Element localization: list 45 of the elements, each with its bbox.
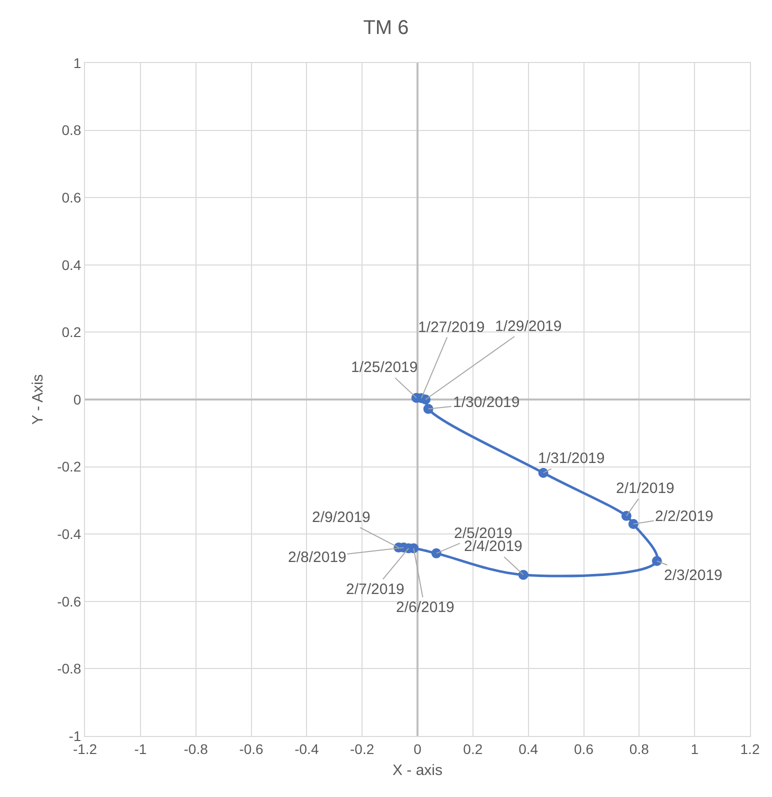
annotation: 2/8/2019	[288, 549, 346, 566]
point	[431, 548, 442, 558]
y-tick-label: 1	[73, 54, 82, 71]
x-tick-label: -0.2	[350, 740, 374, 757]
y-tick-label: 0.6	[62, 190, 82, 206]
point	[538, 468, 548, 478]
point	[423, 404, 434, 414]
annotation: 2/1/2019	[616, 480, 674, 497]
annotation: 2/2/2019	[655, 508, 714, 525]
y-tick-label: 0.2	[62, 324, 82, 340]
x-axis-title: X - axis	[392, 762, 443, 779]
y-tick-label: -0.8	[57, 660, 82, 677]
chart-title: TM 6	[363, 16, 409, 39]
x-tick-label: -0.8	[184, 740, 208, 757]
x-tick-label: 0.2	[463, 740, 483, 757]
x-tick-label: 1	[690, 740, 699, 757]
annotation: 1/25/2019	[351, 359, 418, 376]
x-tick-label: -1	[134, 740, 147, 757]
x-tick-label: -0.4	[294, 740, 319, 757]
annotation: 2/4/2019	[464, 538, 522, 555]
annotation: 2/9/2019	[312, 509, 370, 526]
annotation: 1/31/2019	[538, 450, 605, 467]
y-tick-label: 0.8	[62, 122, 82, 138]
y-tick-label: 0	[73, 391, 82, 408]
point	[518, 570, 528, 580]
x-tick-label: 0.4	[518, 740, 538, 757]
point	[628, 519, 638, 530]
y-axis-title: Y - Axis	[29, 374, 46, 425]
x-tick-label: 1.2	[740, 740, 760, 757]
x-tick-label: -0.6	[239, 740, 264, 757]
annotation: 1/29/2019	[495, 318, 562, 335]
annotation: 1/30/2019	[453, 394, 520, 411]
point	[652, 556, 662, 566]
annotation: 2/3/2019	[664, 567, 722, 584]
x-tick-label: 0	[414, 740, 422, 757]
annotation: 1/27/2019	[418, 319, 485, 336]
y-tick-label: 0.4	[62, 256, 82, 273]
y-tick-label: -0.4	[57, 526, 82, 542]
point	[621, 510, 632, 521]
annotation: 2/7/2019	[346, 581, 404, 598]
x-tick-label: 0.6	[574, 740, 594, 757]
x-tick-label: 0.8	[629, 740, 650, 757]
y-tick-label: -0.6	[57, 593, 82, 610]
annotation: 2/6/2019	[396, 599, 454, 616]
y-tick-label: -0.2	[57, 458, 82, 475]
